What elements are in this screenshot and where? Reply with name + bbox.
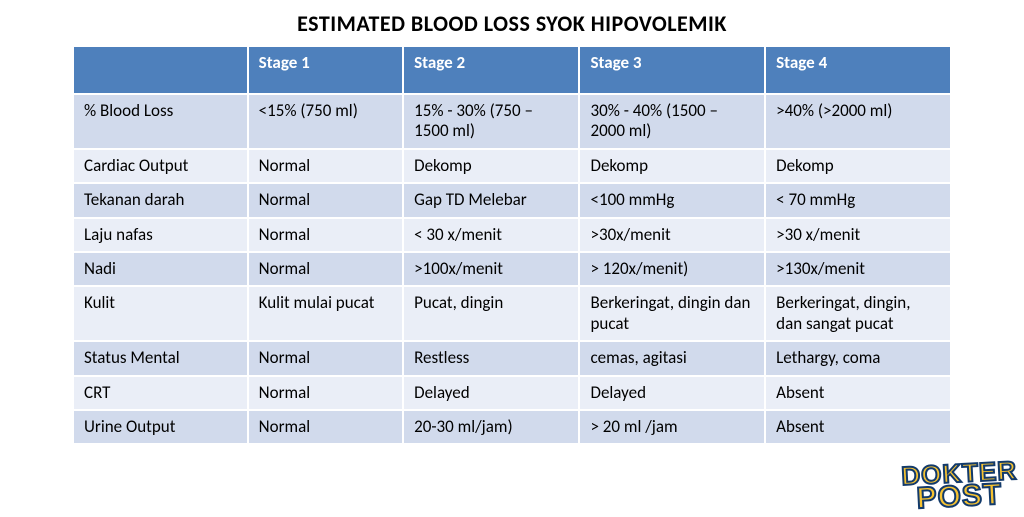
cell: Berkeringat, dingin, dan sangat pucat xyxy=(765,286,951,341)
logo-line2: POST xyxy=(916,481,1019,512)
cell: < 70 mmHg xyxy=(765,183,951,217)
cell: Restless xyxy=(403,341,579,375)
cell: Normal xyxy=(248,341,403,375)
cell: > 20 ml /jam xyxy=(579,410,765,444)
cell: Dekomp xyxy=(403,149,579,183)
cell: > 120x/menit) xyxy=(579,252,765,286)
table-row: Urine OutputNormal20-30 ml/jam)> 20 ml /… xyxy=(73,410,951,444)
page-title: ESTIMATED BLOOD LOSS SYOK HIPOVOLEMIK xyxy=(0,10,1024,37)
col-header: Stage 1 xyxy=(248,46,403,94)
table-row: Tekanan darahNormalGap TD Melebar<100 mm… xyxy=(73,183,951,217)
cell: Gap TD Melebar xyxy=(403,183,579,217)
col-header: Stage 3 xyxy=(579,46,765,94)
cell: Delayed xyxy=(403,376,579,410)
cell: Pucat, dingin xyxy=(403,286,579,341)
cell: Normal xyxy=(248,218,403,252)
cell: Absent xyxy=(765,376,951,410)
cell: 20-30 ml/jam) xyxy=(403,410,579,444)
table-row: Cardiac OutputNormalDekompDekompDekomp xyxy=(73,149,951,183)
row-label: Nadi xyxy=(73,252,248,286)
cell: < 30 x/menit xyxy=(403,218,579,252)
cell: Absent xyxy=(765,410,951,444)
cell: Lethargy, coma xyxy=(765,341,951,375)
cell: >30 x/menit xyxy=(765,218,951,252)
header-corner xyxy=(73,46,248,94)
table-row: CRTNormalDelayedDelayedAbsent xyxy=(73,376,951,410)
cell: Berkeringat, dingin dan pucat xyxy=(579,286,765,341)
cell: Dekomp xyxy=(765,149,951,183)
row-label: CRT xyxy=(73,376,248,410)
cell: 30% - 40% (1500 – 2000 ml) xyxy=(579,94,765,149)
col-header: Stage 2 xyxy=(403,46,579,94)
cell: <15% (750 ml) xyxy=(248,94,403,149)
row-label: Cardiac Output xyxy=(73,149,248,183)
cell: cemas, agitasi xyxy=(579,341,765,375)
row-label: Tekanan darah xyxy=(73,183,248,217)
cell: Normal xyxy=(248,410,403,444)
table-row: KulitKulit mulai pucatPucat, dinginBerke… xyxy=(73,286,951,341)
table-row: NadiNormal>100x/menit> 120x/menit)>130x/… xyxy=(73,252,951,286)
cell: <100 mmHg xyxy=(579,183,765,217)
row-label: Laju nafas xyxy=(73,218,248,252)
table-row: Laju nafasNormal< 30 x/menit>30x/menit>3… xyxy=(73,218,951,252)
table-row: Status MentalNormalRestlesscemas, agitas… xyxy=(73,341,951,375)
cell: Normal xyxy=(248,376,403,410)
cell: >30x/menit xyxy=(579,218,765,252)
col-header: Stage 4 xyxy=(765,46,951,94)
cell: Kulit mulai pucat xyxy=(248,286,403,341)
cell: Normal xyxy=(248,183,403,217)
table-row: % Blood Loss<15% (750 ml)15% - 30% (750 … xyxy=(73,94,951,149)
blood-loss-table: Stage 1 Stage 2 Stage 3 Stage 4 % Blood … xyxy=(72,45,952,445)
cell: >100x/menit xyxy=(403,252,579,286)
cell: Normal xyxy=(248,149,403,183)
row-label: Kulit xyxy=(73,286,248,341)
dokter-post-logo: DOKTER POST xyxy=(901,459,1019,513)
cell: Normal xyxy=(248,252,403,286)
table-body: % Blood Loss<15% (750 ml)15% - 30% (750 … xyxy=(73,94,951,444)
row-label: % Blood Loss xyxy=(73,94,248,149)
cell: Dekomp xyxy=(579,149,765,183)
cell: 15% - 30% (750 – 1500 ml) xyxy=(403,94,579,149)
cell: >40% (>2000 ml) xyxy=(765,94,951,149)
row-label: Status Mental xyxy=(73,341,248,375)
cell: >130x/menit xyxy=(765,252,951,286)
row-label: Urine Output xyxy=(73,410,248,444)
table-header-row: Stage 1 Stage 2 Stage 3 Stage 4 xyxy=(73,46,951,94)
cell: Delayed xyxy=(579,376,765,410)
